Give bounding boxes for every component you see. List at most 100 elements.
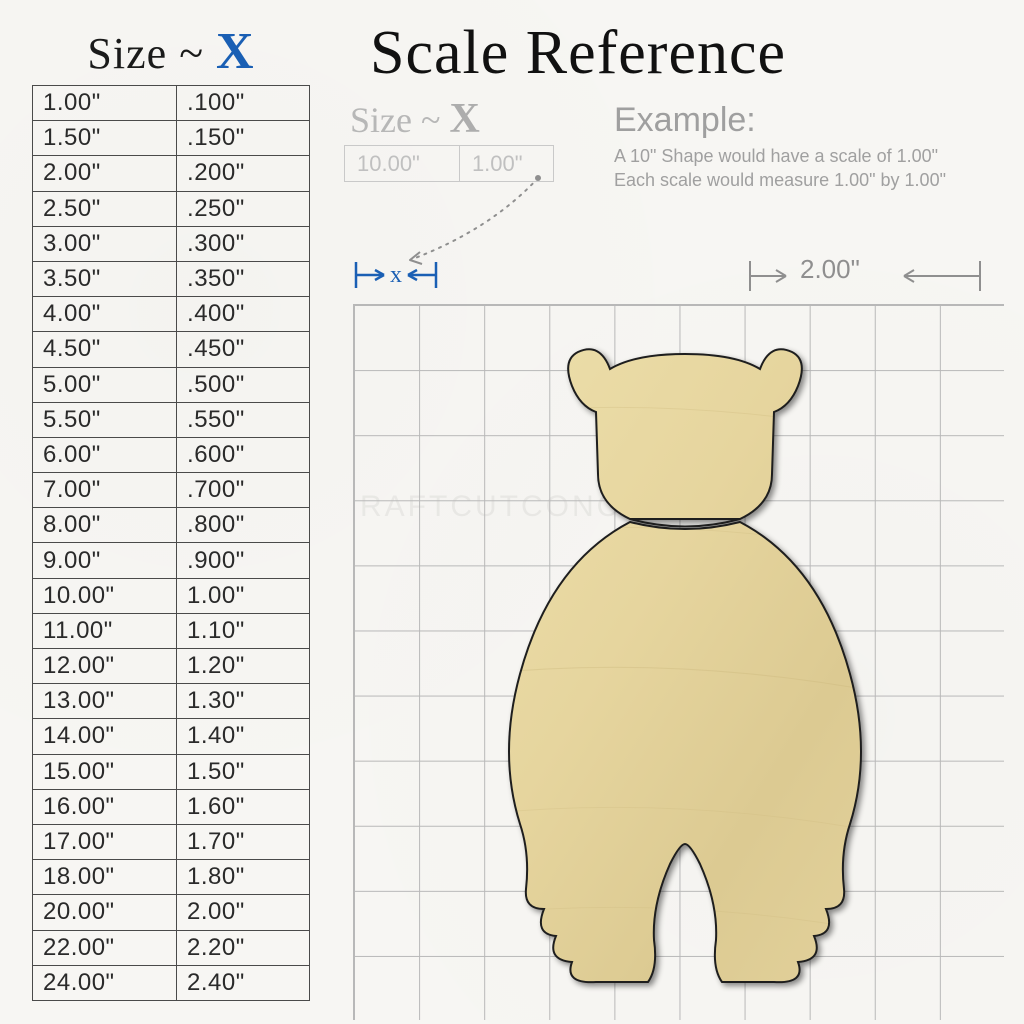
table-cell: 20.00" — [33, 895, 177, 930]
table-row: 10.00"1.00" — [33, 578, 310, 613]
table-cell: 1.50" — [177, 754, 310, 789]
shape-body — [509, 522, 861, 982]
table-cell: .250" — [177, 191, 310, 226]
table-cell: 1.20" — [177, 649, 310, 684]
table-cell: 2.40" — [177, 965, 310, 1000]
table-cell: .450" — [177, 332, 310, 367]
table-cell: .700" — [177, 473, 310, 508]
table-row: 13.00"1.30" — [33, 684, 310, 719]
size-table-header: Size ~ X — [32, 22, 310, 81]
table-cell: 2.20" — [177, 930, 310, 965]
mini-cell-scale: 1.00" — [459, 146, 553, 182]
size-table-body: 1.00".100"1.50".150"2.00".200"2.50".250"… — [32, 85, 310, 1001]
table-cell: 1.70" — [177, 824, 310, 859]
table-row: 24.00"2.40" — [33, 965, 310, 1000]
table-cell: 2.00" — [33, 156, 177, 191]
dimension-indicator — [740, 246, 990, 306]
example-line-1: A 10" Shape would have a scale of 1.00" — [614, 144, 946, 168]
table-row: 3.00".300" — [33, 226, 310, 261]
table-cell: 7.00" — [33, 473, 177, 508]
table-row: 2.00".200" — [33, 156, 310, 191]
table-cell: .200" — [177, 156, 310, 191]
table-row: 18.00"1.80" — [33, 860, 310, 895]
table-cell: 6.00" — [33, 437, 177, 472]
table-row: 2.50".250" — [33, 191, 310, 226]
table-row: 4.50".450" — [33, 332, 310, 367]
table-cell: 15.00" — [33, 754, 177, 789]
table-cell: 1.10" — [177, 613, 310, 648]
size-sep: ~ — [179, 29, 204, 78]
table-row: 22.00"2.20" — [33, 930, 310, 965]
table-cell: 1.50" — [33, 121, 177, 156]
table-row: 7.00".700" — [33, 473, 310, 508]
page-title: Scale Reference — [370, 18, 1000, 89]
shape-head — [568, 349, 802, 519]
dimension-label: 2.00" — [800, 254, 860, 285]
size-label: Size — [87, 29, 167, 78]
example-block: Example: A 10" Shape would have a scale … — [614, 101, 946, 193]
wood-shape — [480, 334, 890, 994]
table-cell: .350" — [177, 261, 310, 296]
table-cell: 1.00" — [177, 578, 310, 613]
table-cell: 2.50" — [33, 191, 177, 226]
table-row: 15.00"1.50" — [33, 754, 310, 789]
table-cell: 9.00" — [33, 543, 177, 578]
table-cell: 1.60" — [177, 789, 310, 824]
mini-size-block: Size ~ X 10.00" 1.00" — [344, 95, 574, 182]
table-cell: 24.00" — [33, 965, 177, 1000]
table-cell: 22.00" — [33, 930, 177, 965]
table-cell: 17.00" — [33, 824, 177, 859]
size-x: X — [216, 23, 255, 80]
table-cell: 13.00" — [33, 684, 177, 719]
example-line-2: Each scale would measure 1.00" by 1.00" — [614, 168, 946, 192]
table-cell: 12.00" — [33, 649, 177, 684]
table-cell: 1.30" — [177, 684, 310, 719]
table-cell: 3.00" — [33, 226, 177, 261]
table-cell: 1.40" — [177, 719, 310, 754]
table-cell: 1.00" — [33, 86, 177, 121]
table-cell: 4.00" — [33, 297, 177, 332]
table-cell: .900" — [177, 543, 310, 578]
table-row: 14.00"1.40" — [33, 719, 310, 754]
table-cell: .550" — [177, 402, 310, 437]
table-row: 16.00"1.60" — [33, 789, 310, 824]
table-cell: .100" — [177, 86, 310, 121]
table-row: 4.00".400" — [33, 297, 310, 332]
table-row: 12.00"1.20" — [33, 649, 310, 684]
example-title: Example: — [614, 101, 946, 140]
table-cell: 14.00" — [33, 719, 177, 754]
table-row: 5.50".550" — [33, 402, 310, 437]
table-cell: .800" — [177, 508, 310, 543]
table-cell: 16.00" — [33, 789, 177, 824]
table-row: 6.00".600" — [33, 437, 310, 472]
table-row: 8.00".800" — [33, 508, 310, 543]
table-cell: 5.00" — [33, 367, 177, 402]
mini-cell-size: 10.00" — [345, 146, 460, 182]
table-row: 20.00"2.00" — [33, 895, 310, 930]
table-row: 10.00" 1.00" — [345, 146, 554, 182]
table-cell: 3.50" — [33, 261, 177, 296]
table-cell: .150" — [177, 121, 310, 156]
mini-size-header: Size ~ X — [350, 95, 574, 143]
table-cell: .500" — [177, 367, 310, 402]
table-cell: 1.80" — [177, 860, 310, 895]
table-cell: 2.00" — [177, 895, 310, 930]
table-cell: .300" — [177, 226, 310, 261]
table-cell: 11.00" — [33, 613, 177, 648]
table-cell: 5.50" — [33, 402, 177, 437]
table-cell: 4.50" — [33, 332, 177, 367]
table-row: 11.00"1.10" — [33, 613, 310, 648]
table-cell: 18.00" — [33, 860, 177, 895]
table-row: 1.00".100" — [33, 86, 310, 121]
mini-size-table: 10.00" 1.00" — [344, 145, 554, 182]
table-row: 5.00".500" — [33, 367, 310, 402]
table-cell: 8.00" — [33, 508, 177, 543]
table-cell: .600" — [177, 437, 310, 472]
table-row: 1.50".150" — [33, 121, 310, 156]
table-row: 3.50".350" — [33, 261, 310, 296]
table-cell: 10.00" — [33, 578, 177, 613]
table-row: 9.00".900" — [33, 543, 310, 578]
size-table: Size ~ X 1.00".100"1.50".150"2.00".200"2… — [32, 22, 310, 1001]
table-cell: .400" — [177, 297, 310, 332]
table-row: 17.00"1.70" — [33, 824, 310, 859]
